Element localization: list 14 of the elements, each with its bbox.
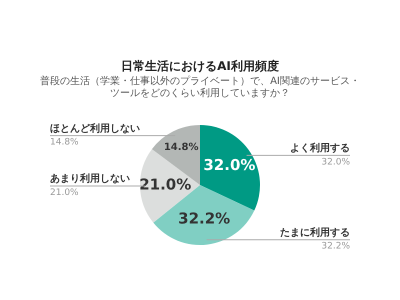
- slice-label: よく利用する: [290, 142, 350, 154]
- chart-subtitle: 普段の生活（学業・仕事以外のプライベート）で、AI関連のサービス・ツールをどのくらい利用していますか？: [40, 76, 360, 100]
- chart-title: 日常生活におけるAI利用頻度: [120, 58, 280, 75]
- data-label: 14.8%: [164, 142, 199, 154]
- slice-label: たまに利用する: [280, 226, 350, 238]
- slice-label: あまり利用しない: [50, 172, 130, 185]
- slice-label: ほとんど利用しない: [50, 122, 140, 134]
- text: 32.0%: [321, 157, 350, 168]
- data-label: 21.0%: [139, 176, 192, 194]
- text: 32.2%: [321, 242, 350, 252]
- data-label: 32.2%: [178, 209, 230, 228]
- text: 21.0%: [50, 188, 79, 198]
- data-label: 32.0%: [203, 156, 256, 174]
- text: 14.8%: [50, 138, 79, 148]
